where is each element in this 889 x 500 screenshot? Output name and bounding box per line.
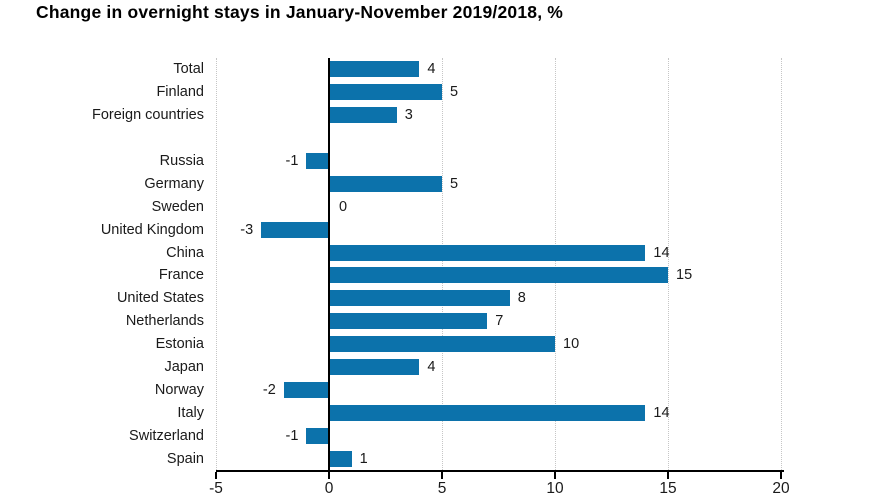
gridline (215, 58, 217, 470)
category-label: United States (116, 290, 204, 307)
bar (329, 450, 352, 467)
category-label: France (158, 267, 204, 284)
bar (329, 359, 420, 375)
category-label: China (166, 244, 204, 261)
gridline (667, 58, 669, 470)
bar (329, 244, 646, 261)
bar-value-label: 10 (563, 336, 580, 353)
bar (329, 84, 442, 101)
category-label: Foreign countries (91, 107, 204, 124)
x-axis-tick (328, 472, 330, 479)
category-label: Switzerland (129, 427, 204, 444)
bar-value-label: 3 (404, 107, 413, 124)
x-axis-tick-label: 20 (772, 480, 790, 497)
category-label: Spain (166, 450, 204, 467)
bar (306, 427, 329, 444)
bar-value-label: 5 (450, 84, 459, 101)
bar-value-label: -2 (262, 381, 276, 398)
category-label: Japan (164, 359, 204, 375)
category-label: United Kingdom (100, 221, 204, 238)
x-axis-tick-label: 5 (437, 480, 447, 497)
bar-value-label: 4 (427, 61, 436, 78)
bar-value-label: 4 (427, 359, 436, 375)
category-label: Norway (154, 381, 204, 398)
x-axis-tick-label: 10 (546, 480, 564, 497)
x-axis-tick (554, 472, 556, 479)
gridline (441, 58, 443, 470)
bar (329, 404, 646, 421)
category-label: Estonia (155, 336, 204, 353)
category-label: Netherlands (125, 313, 204, 330)
bar-value-label: 14 (653, 244, 670, 261)
bar-value-label: 1 (359, 450, 368, 467)
category-label: Italy (177, 404, 204, 421)
bar (329, 107, 397, 124)
bar-value-label: -1 (285, 427, 299, 444)
category-label: Russia (159, 153, 204, 169)
x-axis-tick (215, 472, 217, 479)
bar-value-label: -1 (285, 153, 299, 169)
bar (261, 221, 329, 238)
x-axis-tick-label: 0 (324, 480, 334, 497)
bar (329, 313, 488, 330)
bar-value-label: 0 (339, 198, 348, 215)
bar (329, 290, 510, 307)
bar-value-label: 8 (517, 290, 526, 307)
bar-value-label: 7 (495, 313, 504, 330)
zero-axis-line (328, 58, 330, 470)
bar (283, 381, 329, 398)
category-label: Finland (156, 84, 204, 101)
x-axis-tick (667, 472, 669, 479)
x-axis-line (216, 470, 784, 472)
category-label: Germany (144, 175, 204, 192)
gridline (780, 58, 782, 470)
bar-value-label: 14 (653, 404, 670, 421)
category-label: Total (173, 61, 204, 78)
x-axis-tick-label: 15 (659, 480, 677, 497)
bar (306, 153, 329, 169)
bar-value-label: 5 (450, 175, 459, 192)
bar (329, 336, 555, 353)
gridline (554, 58, 556, 470)
chart-title: Change in overnight stays in January-Nov… (36, 2, 564, 22)
bar-value-label: -3 (240, 221, 254, 238)
x-axis-tick (780, 472, 782, 479)
x-axis-tick (441, 472, 443, 479)
bar (329, 61, 420, 78)
bar (329, 267, 668, 284)
bar (329, 175, 442, 192)
bar-value-label: 15 (676, 267, 693, 284)
x-axis-tick-label: -5 (209, 480, 223, 497)
category-label: Sweden (151, 198, 204, 215)
